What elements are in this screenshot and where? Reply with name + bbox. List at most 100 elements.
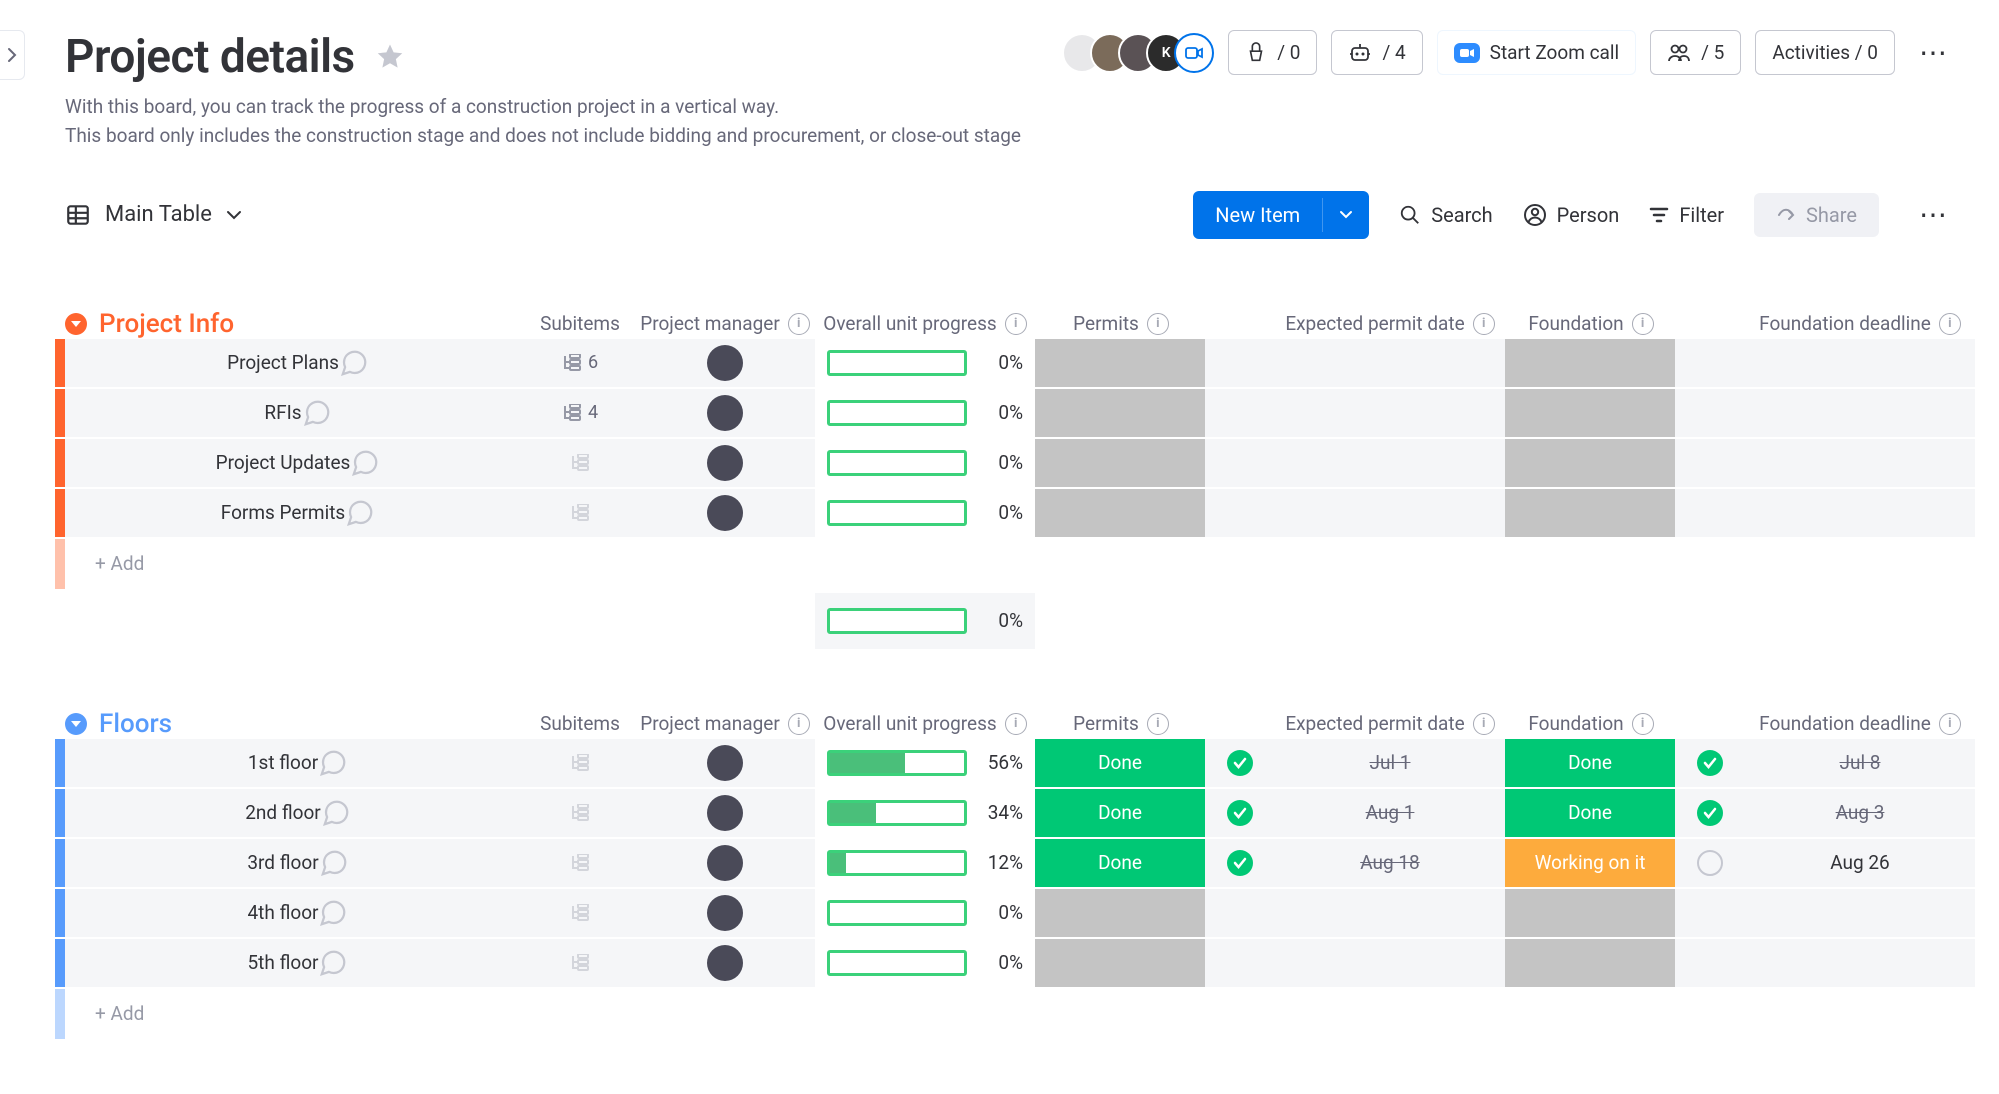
chat-icon[interactable]: [302, 398, 332, 428]
project-manager-cell[interactable]: [635, 839, 815, 887]
status-cell[interactable]: [1505, 389, 1675, 437]
table-row[interactable]: 3rd floor 12% Done Aug 18 Working on it …: [55, 839, 1999, 889]
new-item-dropdown[interactable]: [1322, 198, 1369, 232]
table-row[interactable]: 5th floor 0%: [55, 939, 1999, 989]
expected-date-cell[interactable]: Jul 1: [1275, 739, 1505, 787]
subitems-cell[interactable]: [525, 439, 635, 487]
table-row[interactable]: Forms Permits 0%: [55, 489, 1999, 539]
automations-button[interactable]: / 4: [1331, 30, 1422, 75]
status-dot-cell[interactable]: [1675, 939, 1745, 987]
status-dot-cell[interactable]: [1205, 339, 1275, 387]
new-item-button[interactable]: New Item: [1193, 191, 1369, 239]
status-dot-cell[interactable]: [1675, 339, 1745, 387]
item-name-cell[interactable]: 3rd floor: [65, 839, 525, 887]
chat-icon[interactable]: [345, 498, 375, 528]
deadline-cell[interactable]: Jul 8: [1745, 739, 1975, 787]
table-row[interactable]: 2nd floor 34% Done Aug 1 Done Aug 3: [55, 789, 1999, 839]
table-row[interactable]: Project Plans 6 0%: [55, 339, 1999, 389]
progress-cell[interactable]: 56%: [815, 739, 1035, 787]
status-dot-cell[interactable]: [1675, 389, 1745, 437]
status-cell[interactable]: [1035, 939, 1205, 987]
add-item-row[interactable]: + Add: [55, 989, 1999, 1039]
project-manager-cell[interactable]: [635, 489, 815, 537]
subitems-cell[interactable]: [525, 939, 635, 987]
subitems-cell[interactable]: [525, 739, 635, 787]
board-members-avatars[interactable]: K: [1062, 33, 1214, 73]
status-dot-cell[interactable]: [1205, 889, 1275, 937]
group-title[interactable]: Project Info: [55, 309, 234, 339]
chat-icon[interactable]: [318, 748, 348, 778]
start-zoom-button[interactable]: Start Zoom call: [1437, 30, 1636, 75]
item-name-cell[interactable]: 5th floor: [65, 939, 525, 987]
column-header-progress[interactable]: Overall unit progressi: [815, 312, 1035, 335]
project-manager-cell[interactable]: [635, 889, 815, 937]
item-name-cell[interactable]: 4th floor: [65, 889, 525, 937]
person-filter-button[interactable]: Person: [1523, 203, 1620, 227]
chat-icon[interactable]: [321, 798, 351, 828]
group-collapse-icon[interactable]: [65, 313, 87, 335]
status-dot-cell[interactable]: [1675, 889, 1745, 937]
expected-date-cell[interactable]: [1275, 889, 1505, 937]
project-manager-cell[interactable]: [635, 389, 815, 437]
item-name-cell[interactable]: RFIs: [65, 389, 525, 437]
expected-date-cell[interactable]: [1275, 939, 1505, 987]
progress-cell[interactable]: 0%: [815, 439, 1035, 487]
status-cell[interactable]: [1035, 489, 1205, 537]
expected-date-cell[interactable]: [1275, 489, 1505, 537]
table-row[interactable]: 4th floor 0%: [55, 889, 1999, 939]
status-cell[interactable]: [1505, 939, 1675, 987]
column-header-expected[interactable]: Expected permit datei: [1275, 712, 1505, 735]
status-dot-cell[interactable]: [1675, 439, 1745, 487]
members-button[interactable]: / 5: [1650, 30, 1741, 75]
progress-cell[interactable]: 0%: [815, 339, 1035, 387]
table-row[interactable]: RFIs 4 0%: [55, 389, 1999, 439]
progress-cell[interactable]: 0%: [815, 889, 1035, 937]
sidebar-expand-button[interactable]: [0, 30, 25, 80]
deadline-cell[interactable]: [1745, 939, 1975, 987]
status-cell[interactable]: Working on it: [1505, 839, 1675, 887]
toolbar-more-button[interactable]: ⋯: [1909, 198, 1959, 231]
add-item-row[interactable]: + Add: [55, 539, 1999, 589]
status-cell[interactable]: Done: [1505, 789, 1675, 837]
filter-button[interactable]: Filter: [1649, 203, 1724, 227]
favorite-star-icon[interactable]: [375, 42, 405, 72]
deadline-cell[interactable]: [1745, 339, 1975, 387]
group-title[interactable]: Floors: [55, 709, 172, 739]
subitems-cell[interactable]: 6: [525, 339, 635, 387]
status-dot-cell[interactable]: [1205, 939, 1275, 987]
subitems-cell[interactable]: 4: [525, 389, 635, 437]
view-selector[interactable]: Main Table: [65, 202, 242, 228]
chat-icon[interactable]: [319, 848, 349, 878]
column-header-foundation[interactable]: Foundationi: [1505, 312, 1675, 335]
project-manager-cell[interactable]: [635, 939, 815, 987]
deadline-cell[interactable]: [1745, 439, 1975, 487]
status-cell[interactable]: Done: [1035, 789, 1205, 837]
progress-cell[interactable]: 0%: [815, 389, 1035, 437]
chat-icon[interactable]: [318, 948, 348, 978]
status-cell[interactable]: Done: [1035, 839, 1205, 887]
project-manager-cell[interactable]: [635, 339, 815, 387]
deadline-cell[interactable]: [1745, 489, 1975, 537]
status-dot-cell[interactable]: [1675, 739, 1745, 787]
subitems-cell[interactable]: [525, 889, 635, 937]
project-manager-cell[interactable]: [635, 789, 815, 837]
deadline-cell[interactable]: Aug 26: [1745, 839, 1975, 887]
project-manager-cell[interactable]: [635, 739, 815, 787]
expected-date-cell[interactable]: [1275, 339, 1505, 387]
column-header-expected[interactable]: Expected permit datei: [1275, 312, 1505, 335]
progress-cell[interactable]: 34%: [815, 789, 1035, 837]
search-button[interactable]: Search: [1399, 203, 1492, 227]
status-cell[interactable]: [1035, 889, 1205, 937]
progress-cell[interactable]: 12%: [815, 839, 1035, 887]
chat-icon[interactable]: [350, 448, 380, 478]
expected-date-cell[interactable]: [1275, 439, 1505, 487]
integrations-button[interactable]: / 0: [1228, 30, 1317, 75]
item-name-cell[interactable]: Project Plans: [65, 339, 525, 387]
header-more-button[interactable]: ⋯: [1909, 36, 1959, 69]
progress-cell[interactable]: 0%: [815, 939, 1035, 987]
column-header-permits[interactable]: Permitsi: [1035, 712, 1205, 735]
item-name-cell[interactable]: 1st floor: [65, 739, 525, 787]
deadline-cell[interactable]: [1745, 389, 1975, 437]
status-dot-cell[interactable]: [1205, 489, 1275, 537]
status-dot-cell[interactable]: [1205, 439, 1275, 487]
